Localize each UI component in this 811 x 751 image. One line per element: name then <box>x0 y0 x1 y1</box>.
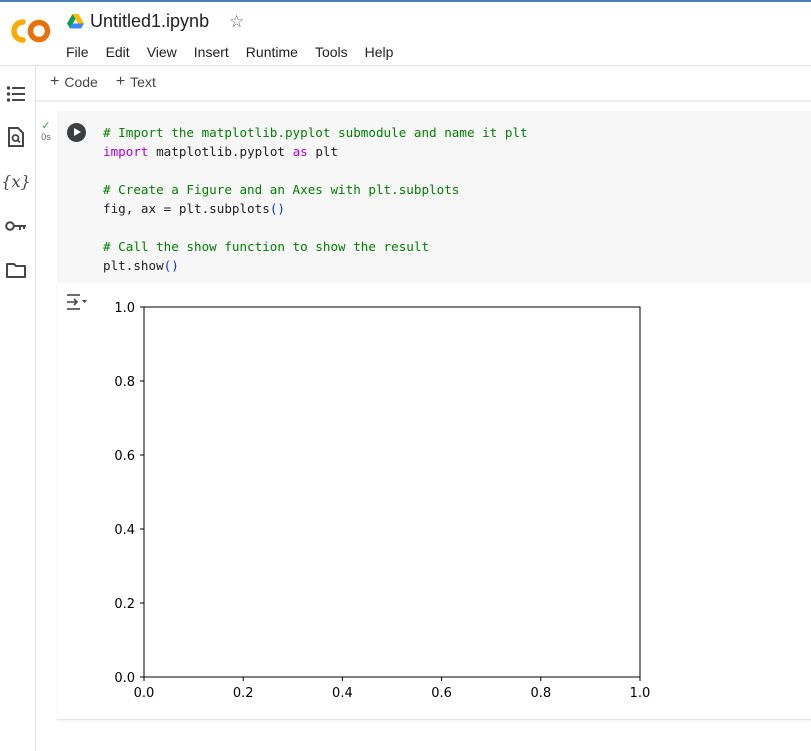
code-cell[interactable]: # Import the matplotlib.pyplot submodule… <box>57 111 811 283</box>
code-token: plt <box>307 144 339 159</box>
plus-icon: + <box>50 73 60 90</box>
code-token: # Import the matplotlib.pyplot submodule… <box>103 125 528 140</box>
code-line: fig, ax = plt.subplots() <box>103 199 528 218</box>
code-line <box>103 218 528 237</box>
add-code-label: Code <box>64 74 98 90</box>
plus-icon: + <box>115 73 126 90</box>
checkmark-icon: ✓ <box>41 120 51 132</box>
google-drive-icon[interactable] <box>67 14 84 29</box>
code-token: # Call the show function to show the res… <box>103 239 430 254</box>
code-token: # Create a Figure and an Axes with plt.s… <box>103 182 460 197</box>
notebook-title[interactable]: Untitled1.ipynb <box>90 11 210 31</box>
menu-tools[interactable]: Tools <box>314 44 348 60</box>
left-sidebar: {x} <box>0 66 36 751</box>
window-top-border <box>0 0 811 2</box>
menu-bar: File Edit View Insert Runtime Tools Help <box>66 43 410 61</box>
colab-logo[interactable] <box>9 14 51 48</box>
folder-icon[interactable] <box>5 259 27 281</box>
add-text-cell-button[interactable]: + Text <box>115 73 156 91</box>
code-line: # Create a Figure and an Axes with plt.s… <box>103 180 528 199</box>
output-actions-icon[interactable] <box>66 292 88 312</box>
star-outline-icon[interactable]: ☆ <box>229 12 245 31</box>
code-token: plt.show <box>103 258 164 273</box>
code-token: () <box>269 201 285 216</box>
variables-icon[interactable]: {x} <box>1 171 31 191</box>
menu-file[interactable]: File <box>66 44 89 60</box>
code-line <box>103 161 528 180</box>
menu-view[interactable]: View <box>146 44 177 60</box>
run-cell-button[interactable] <box>67 123 86 142</box>
menu-help[interactable]: Help <box>364 44 394 60</box>
header-divider <box>0 65 811 66</box>
toc-icon[interactable] <box>5 83 27 105</box>
secrets-key-icon[interactable] <box>5 215 27 237</box>
code-token: import <box>103 144 149 159</box>
menu-edit[interactable]: Edit <box>105 44 130 60</box>
cell-exec-status[interactable]: ✓ 0s <box>38 121 54 143</box>
code-token: () <box>163 258 179 273</box>
toolbar-divider <box>36 100 811 102</box>
add-text-label: Text <box>130 74 156 90</box>
cell-output <box>57 283 811 720</box>
code-line: plt.show() <box>103 256 528 275</box>
find-icon[interactable] <box>5 126 27 148</box>
code-editor[interactable]: # Import the matplotlib.pyplot submodule… <box>103 123 528 275</box>
code-line: import matplotlib.pyplot as plt <box>103 142 528 161</box>
cell-toolbar: + Code + Text <box>50 73 156 91</box>
code-line: # Call the show function to show the res… <box>103 237 528 256</box>
code-token: as <box>292 144 308 159</box>
add-code-cell-button[interactable]: + Code <box>50 73 98 91</box>
code-token: fig, ax = plt.subplots <box>103 201 270 216</box>
exec-time: 0s <box>41 132 51 142</box>
menu-insert[interactable]: Insert <box>193 44 229 60</box>
code-token: matplotlib.pyplot <box>148 144 293 159</box>
code-line: # Import the matplotlib.pyplot submodule… <box>103 123 528 142</box>
menu-runtime[interactable]: Runtime <box>245 44 298 60</box>
